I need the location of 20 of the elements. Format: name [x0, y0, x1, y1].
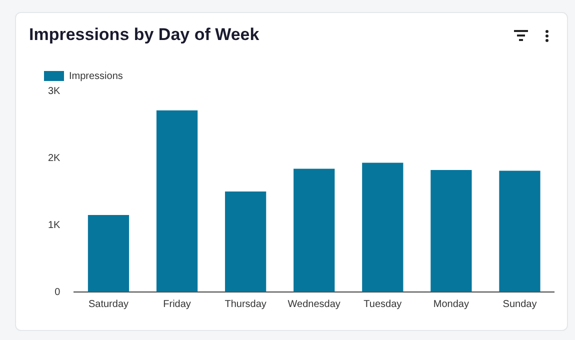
x-tick-label: Monday — [433, 298, 469, 310]
bar — [499, 170, 540, 292]
bar — [294, 168, 335, 292]
bar — [225, 192, 266, 292]
x-tick-label: Friday — [163, 298, 191, 310]
y-tick-label: 1K — [48, 220, 61, 231]
y-tick-label: 0 — [54, 286, 61, 298]
legend-label: Impressions — [69, 70, 123, 82]
bar — [362, 162, 404, 292]
x-tick-label: Sunday — [502, 298, 537, 310]
bar — [88, 214, 130, 292]
y-tick-label: 2K — [48, 152, 61, 164]
x-tick-label: Saturday — [88, 298, 129, 310]
bar — [430, 170, 472, 292]
bar — [156, 110, 198, 292]
chart-title: Impressions by Day of Week — [29, 25, 260, 45]
x-tick-label: Thursday — [224, 298, 266, 310]
y-tick-label: 3K — [48, 86, 61, 97]
x-tick-label: Wednesday — [288, 298, 340, 310]
x-tick-label: Tuesday — [364, 298, 402, 310]
